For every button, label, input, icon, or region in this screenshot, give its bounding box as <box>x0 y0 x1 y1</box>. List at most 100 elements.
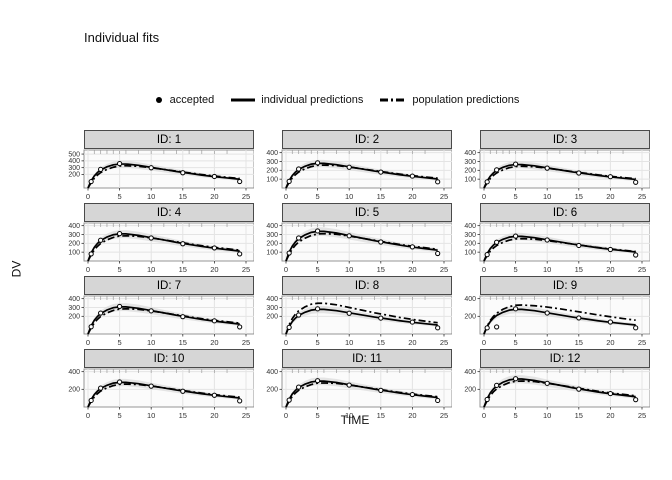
accepted-point <box>409 244 415 250</box>
population-prediction-line <box>483 380 636 408</box>
x-tick-label: 0 <box>482 192 486 201</box>
accepted-point <box>435 250 441 257</box>
x-tick-label: 10 <box>147 192 155 201</box>
x-tick-label: 5 <box>316 338 320 347</box>
accepted-point <box>544 310 550 316</box>
x-tick-label: 25 <box>638 265 646 274</box>
individual-prediction-line <box>87 306 240 335</box>
individual-prediction-line <box>483 163 636 189</box>
accepted-point <box>148 165 154 171</box>
facet-strip: ID: 3 <box>480 130 650 149</box>
x-tick-label: 15 <box>179 338 187 347</box>
x-tick-label: 10 <box>345 265 353 274</box>
x-tick-label: 15 <box>377 338 385 347</box>
x-tick-label: 5 <box>316 265 320 274</box>
x-tick-label: 25 <box>440 192 448 201</box>
accepted-point <box>296 166 302 172</box>
accepted-point <box>378 169 384 175</box>
x-tick-label: 20 <box>210 411 218 420</box>
accepted-point <box>211 392 217 398</box>
y-tick-label: 300 <box>266 159 278 166</box>
facet: ID: 7 200 300 400 0 5 10 15 20 25 <box>60 276 254 347</box>
accepted-point <box>286 397 292 403</box>
accepted-point <box>435 325 441 331</box>
accepted-point <box>346 233 352 239</box>
accepted-point <box>180 170 186 176</box>
y-tick-label: 300 <box>68 232 80 239</box>
facet-strip: ID: 6 <box>480 203 650 222</box>
accepted-point <box>98 310 104 316</box>
y-tick-label: 200 <box>68 172 80 179</box>
accepted-point <box>435 179 441 185</box>
x-tick-label: 10 <box>543 338 551 347</box>
accepted-point <box>607 390 613 397</box>
y-tick-label: 300 <box>68 165 80 172</box>
individual-prediction-line <box>285 162 438 189</box>
facet-grid: ID: 1 200 300 400 500 0 5 10 15 20 25 ID: 2 100 200 30… <box>60 130 650 420</box>
x-tick-label: 15 <box>575 338 583 347</box>
accepted-point <box>148 308 154 314</box>
prediction-ribbon <box>88 230 240 261</box>
accepted-point <box>88 178 94 185</box>
accepted-point <box>237 178 243 185</box>
x-tick-label: 25 <box>242 192 250 201</box>
x-tick-label: 20 <box>408 411 416 420</box>
accepted-point <box>148 235 154 241</box>
facet-panel: 200 300 400 0 5 10 15 20 25 <box>266 295 452 347</box>
y-tick-label: 400 <box>68 369 80 376</box>
accepted-point <box>633 252 639 258</box>
y-tick-label: 200 <box>464 241 476 248</box>
accepted-point <box>633 397 639 403</box>
accepted-point <box>633 325 639 331</box>
accepted-point <box>237 251 243 257</box>
prediction-ribbon <box>484 232 636 261</box>
x-tick-label: 20 <box>606 192 614 201</box>
facet-panel: 200 400 0 5 10 15 20 25 <box>464 295 650 347</box>
y-tick-label: 400 <box>464 223 476 230</box>
x-tick-label: 0 <box>284 192 288 201</box>
individual-prediction-line <box>87 381 240 408</box>
accepted-point <box>315 306 321 312</box>
y-tick-label: 400 <box>266 150 278 157</box>
x-tick-label: 10 <box>345 411 353 420</box>
prediction-ribbon <box>286 305 438 334</box>
y-tick-label: 200 <box>68 241 80 248</box>
accepted-point <box>315 160 321 166</box>
x-tick-label: 25 <box>638 338 646 347</box>
x-tick-label: 5 <box>118 265 122 274</box>
accepted-point <box>576 170 582 176</box>
x-tick-label: 15 <box>377 411 385 420</box>
accepted-point <box>576 386 582 392</box>
accepted-point <box>211 318 217 324</box>
accepted-point <box>607 319 613 325</box>
x-tick-label: 0 <box>482 265 486 274</box>
accepted-point <box>494 239 500 245</box>
accepted-point <box>98 166 104 172</box>
facet: ID: 9 200 400 0 5 10 15 20 25 <box>456 276 650 347</box>
facet: ID: 2 100 200 300 400 0 5 10 15 20 25 <box>258 130 452 201</box>
individual-prediction-line <box>285 230 438 262</box>
facet: ID: 12 200 400 0 5 10 15 20 25 <box>456 349 650 420</box>
facet-strip: ID: 9 <box>480 276 650 295</box>
prediction-ribbon <box>286 159 438 188</box>
x-tick-label: 0 <box>284 411 288 420</box>
y-tick-label: 400 <box>266 223 278 230</box>
y-tick-label: 400 <box>464 369 476 376</box>
x-tick-label: 10 <box>147 338 155 347</box>
y-tick-label: 200 <box>68 387 80 394</box>
accepted-point <box>484 252 490 258</box>
accepted-point <box>180 314 186 320</box>
x-tick-label: 15 <box>575 192 583 201</box>
accepted-point <box>237 398 243 404</box>
x-tick-label: 0 <box>86 338 90 347</box>
x-tick-label: 10 <box>147 411 155 420</box>
y-tick-label: 200 <box>266 387 278 394</box>
y-tick-label: 300 <box>68 305 80 312</box>
accepted-point <box>409 173 415 179</box>
x-axis-title: TIME <box>340 413 370 427</box>
y-tick-label: 500 <box>68 151 80 158</box>
x-tick-label: 25 <box>242 411 250 420</box>
accepted-point <box>296 235 302 241</box>
